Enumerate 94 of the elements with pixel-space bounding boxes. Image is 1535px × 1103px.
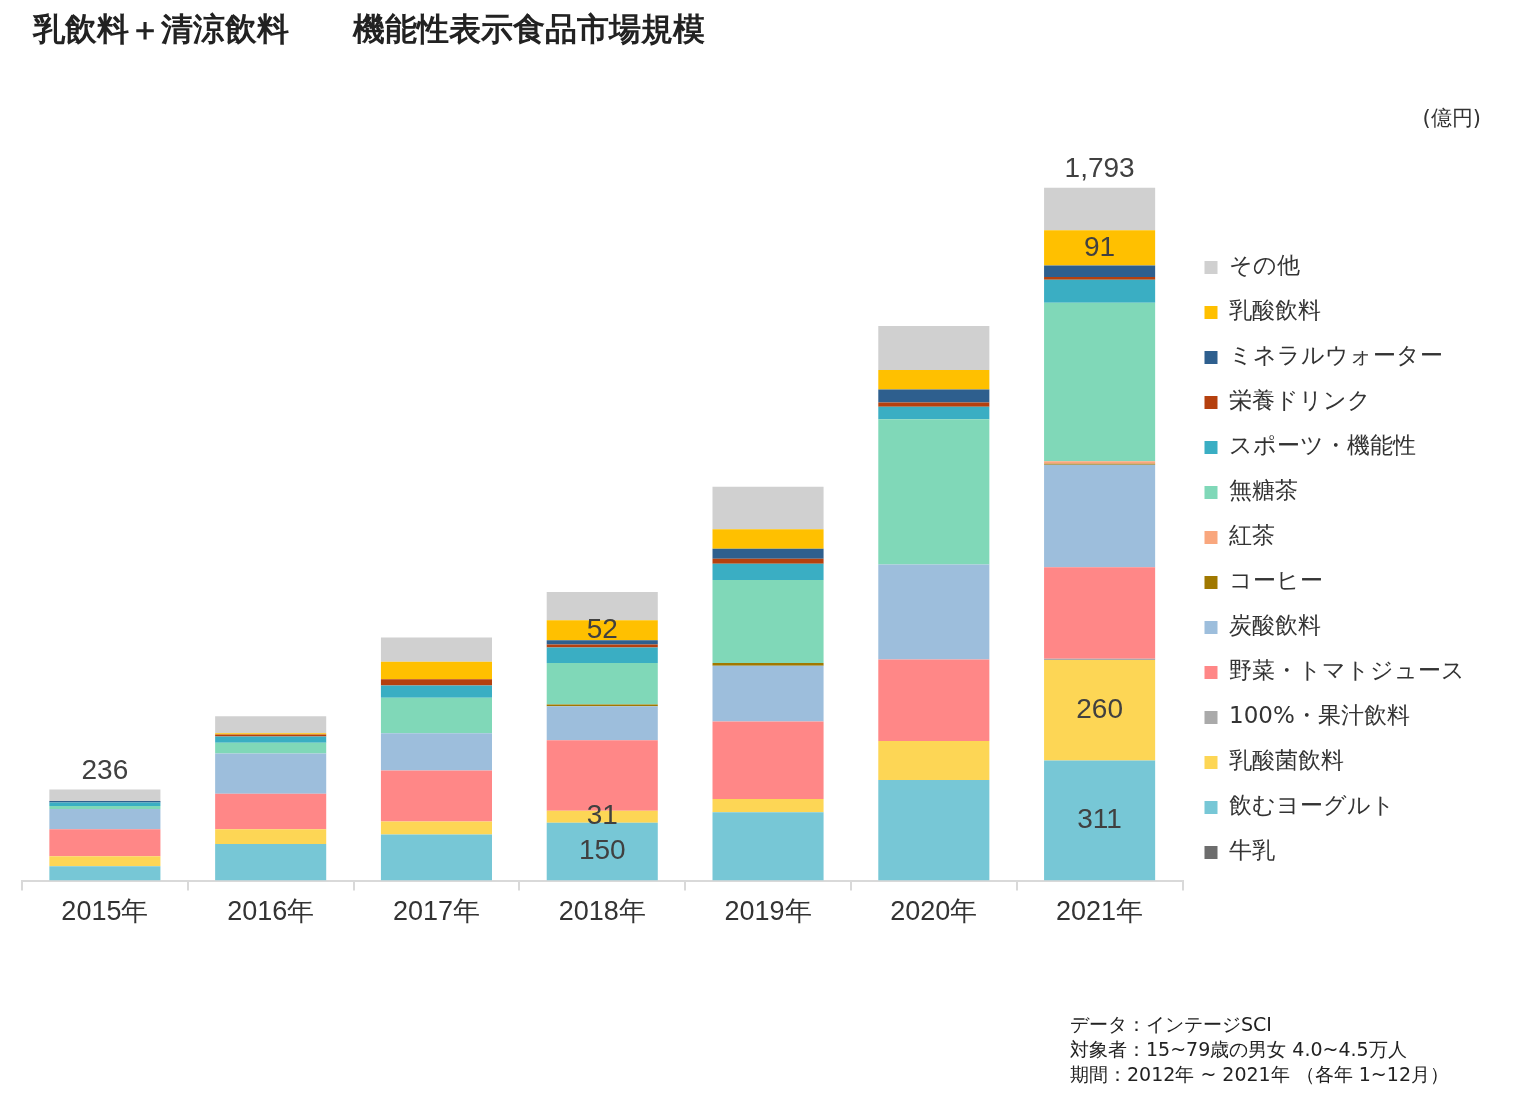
bar [712,799,824,813]
bar [546,647,658,664]
data-label: 150 [578,834,626,866]
bar [49,806,161,810]
text: (億円) [1422,105,1481,132]
total-label: 236 [81,754,129,786]
bar [878,370,990,390]
bar [1044,302,1156,462]
legend-label: 乳酸飲料 [1229,297,1321,324]
bar [878,389,990,403]
bar [546,822,658,881]
legend-label: スポーツ・機能性 [1229,432,1416,459]
bar [878,406,990,420]
bar [712,563,824,580]
bar [878,402,990,407]
bar [546,644,658,648]
bar [712,529,824,549]
legend-label: 牛乳 [1229,837,1275,864]
legend-label: 紅茶 [1229,522,1275,549]
bar [215,829,327,844]
bar [49,789,161,801]
bar [546,663,658,705]
bar [1044,464,1156,568]
bar [215,742,327,754]
bar [878,326,990,371]
text: 期間：2012年 ~ 2021年 （各年 1~12月） [1070,1062,1449,1087]
x-tick-label: 2020年 [890,896,978,927]
bar [380,679,492,686]
legend-label: 飲むヨーグルト [1229,792,1395,819]
bar [215,736,327,743]
bar [1044,659,1156,761]
x-tick-label: 2021年 [1056,896,1144,927]
bar [712,663,824,666]
data-label: 260 [1076,692,1123,724]
data-label: 91 [1084,230,1116,262]
text: データ：インテージSCI [1070,1012,1273,1037]
bar [1044,230,1156,266]
total-label: 1,793 [1064,152,1135,184]
bar [546,591,658,621]
legend-label: 無糖茶 [1229,477,1298,504]
x-tick-label: 2017年 [392,896,480,927]
bar [49,866,161,881]
bar [49,809,161,830]
legend-label: その他 [1229,252,1300,279]
bar [380,685,492,698]
bar [215,753,327,794]
bar [878,659,990,742]
bar [215,793,327,830]
bar [878,741,990,781]
legend-label: 栄養ドリンク [1229,387,1371,414]
bar [878,419,990,565]
bar [1044,567,1156,659]
bar [380,821,492,835]
bar [49,856,161,867]
bar [546,640,658,645]
bar [712,548,824,559]
x-tick-label: 2018年 [558,896,646,927]
bar [380,661,492,680]
bar [1044,187,1156,231]
bar [49,829,161,857]
bar [215,716,327,734]
bar [712,579,824,664]
legend-label: 炭酸飲料 [1229,612,1321,639]
bar [712,665,824,722]
legend-label: 100%・果汁飲料 [1229,702,1410,729]
text: 対象者：15~79歳の男女 4.0~4.5万人 [1070,1037,1408,1062]
bar [1044,265,1156,277]
bar [712,812,824,881]
legend-label: ミネラルウォーター [1229,342,1443,369]
legend-label: 乳酸菌飲料 [1229,747,1344,774]
bar [712,558,824,564]
bar [1044,760,1156,881]
bar [1044,279,1156,303]
bar [380,770,492,822]
bar [878,780,990,881]
bar [380,697,492,734]
bar [712,721,824,800]
bar [380,733,492,771]
chart-title: 乳飲料＋清涼飲料 機能性表示食品市場規模 [33,9,705,50]
bar [215,843,327,881]
bar [878,564,990,660]
data-label: 31 [586,799,618,831]
x-tick-label: 2016年 [227,896,315,927]
bar [1044,276,1156,280]
bar [380,834,492,881]
legend-label: コーヒー [1229,567,1323,594]
x-tick-label: 2015年 [61,896,149,927]
data-label: 52 [586,612,618,644]
bar [380,637,492,662]
x-tick-label: 2019年 [724,896,812,927]
legend-label: 野菜・トマトジュース [1229,657,1465,684]
data-label: 311 [1077,803,1122,835]
bar [546,706,658,741]
bar [712,486,824,530]
